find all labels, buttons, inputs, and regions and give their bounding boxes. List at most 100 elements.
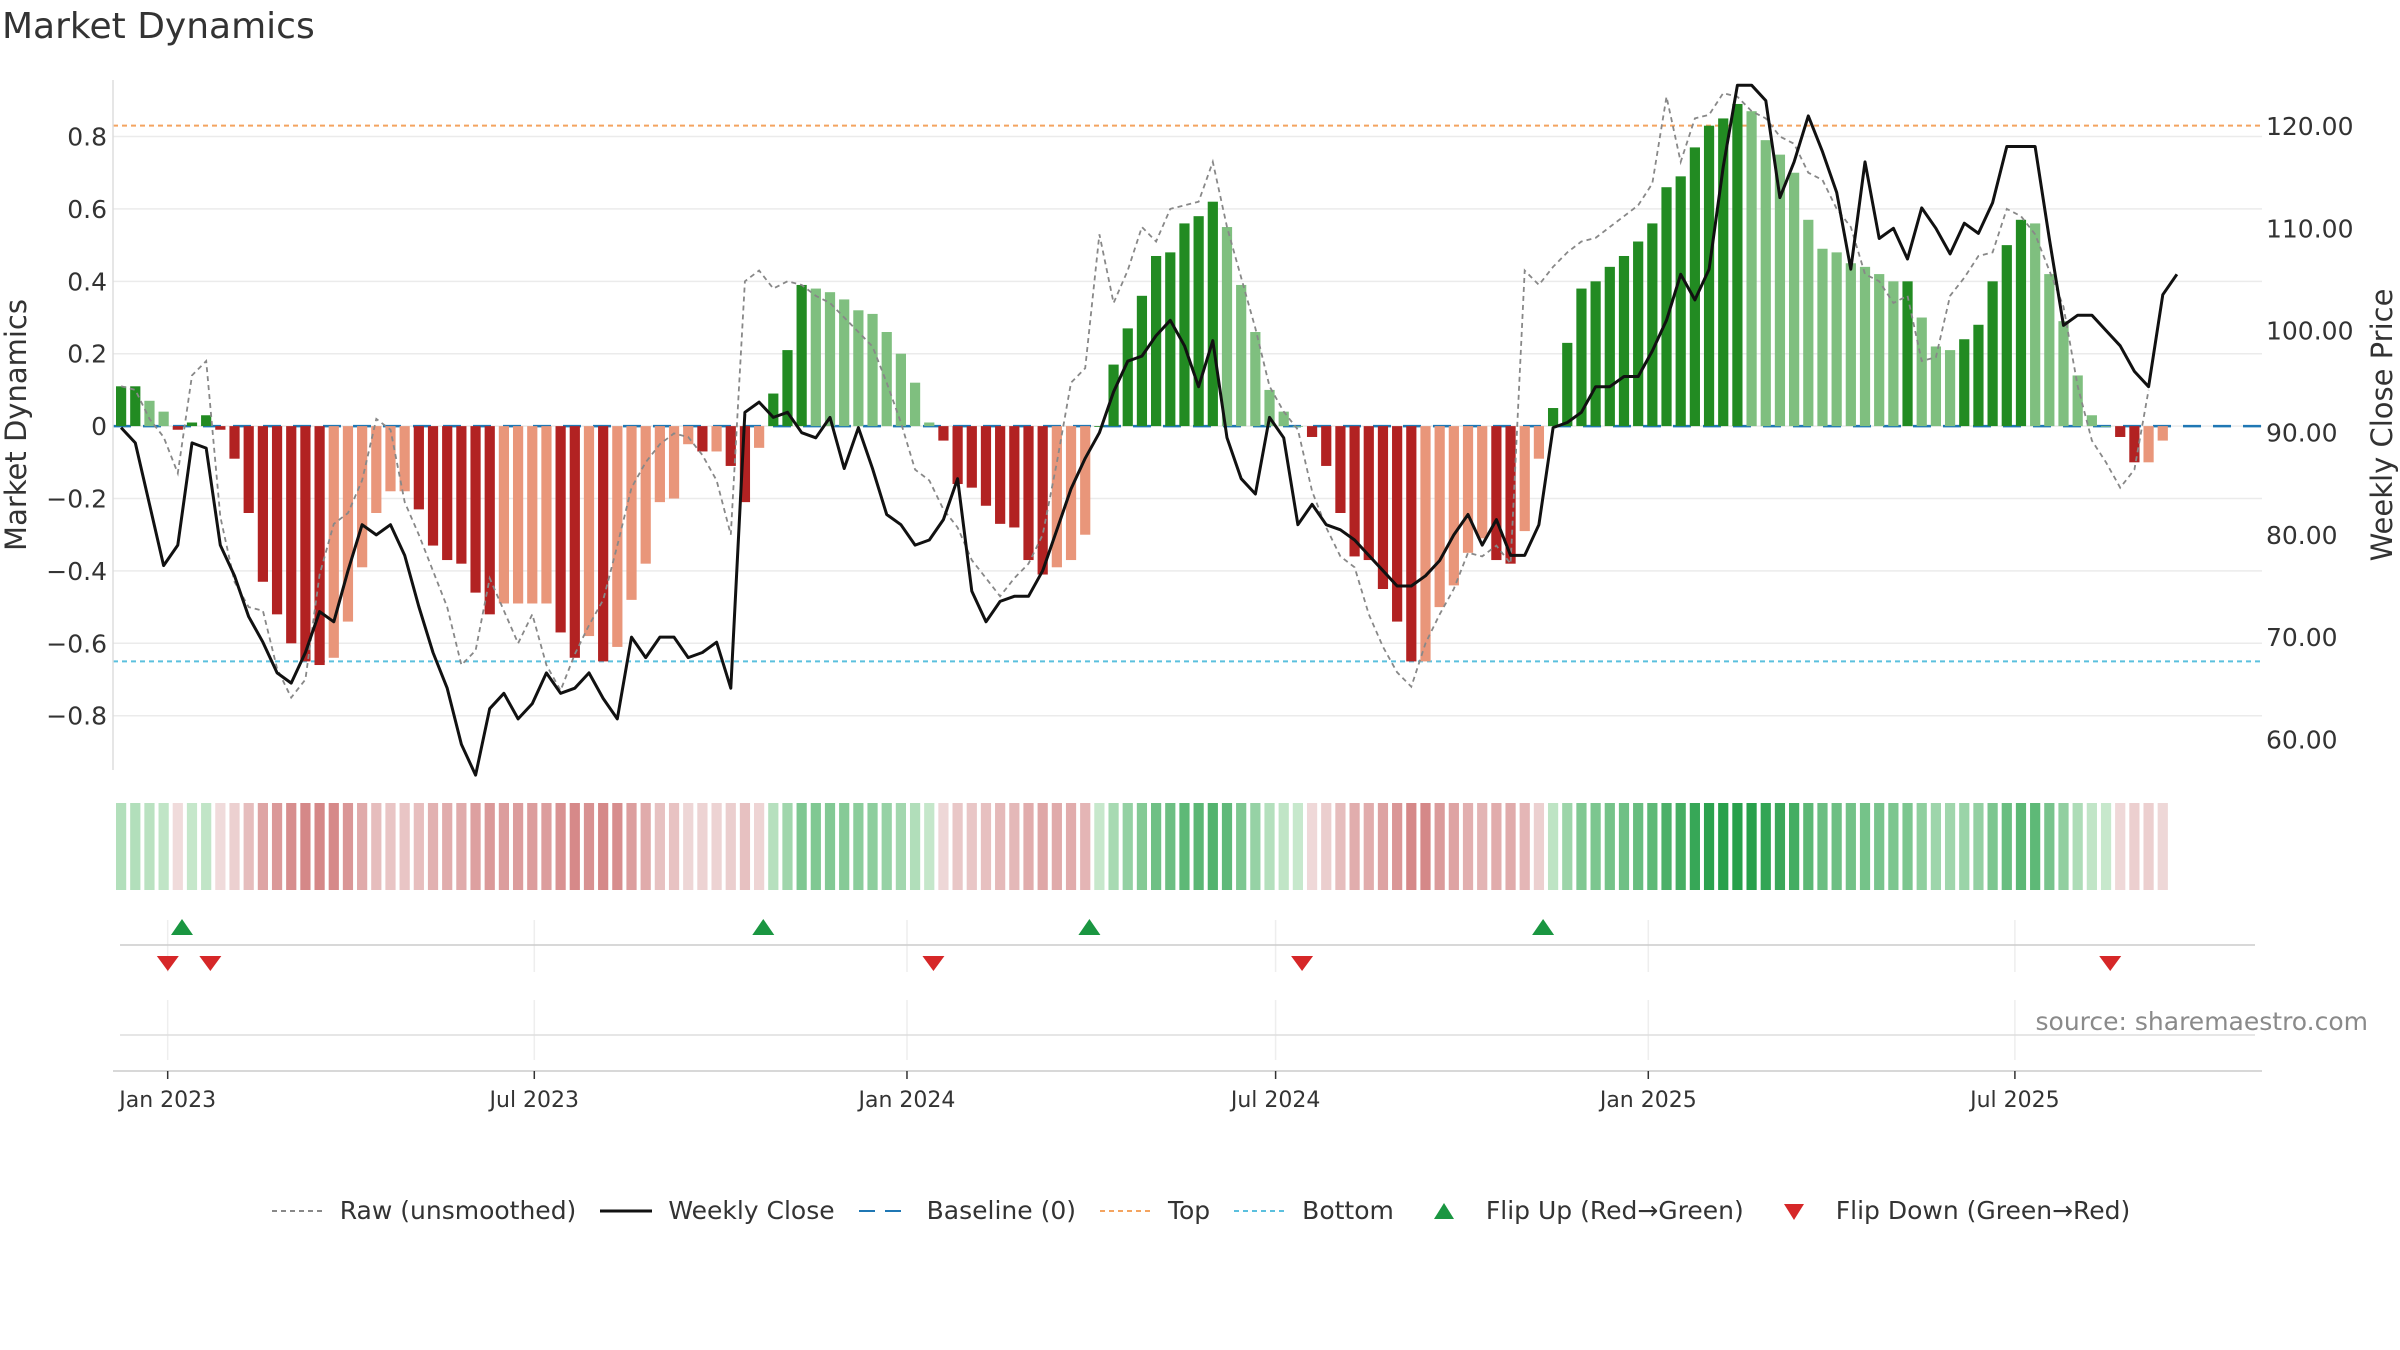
heat-cell: [1335, 803, 1346, 890]
heat-cell: [1108, 803, 1119, 890]
heat-cell: [1023, 803, 1034, 890]
legend-item: Baseline (0): [857, 1196, 1076, 1225]
heat-cell: [1377, 803, 1389, 890]
heat-cell: [1547, 803, 1559, 890]
heat-cell: [711, 803, 722, 890]
dynamics-bar: [1264, 389, 1275, 427]
dynamics-bar: [1859, 266, 1871, 427]
dynamics-bar: [1831, 252, 1842, 427]
legend-label: Top: [1167, 1196, 1211, 1225]
heat-cell: [427, 803, 439, 890]
heat-cell: [172, 803, 183, 890]
dynamics-bar: [456, 426, 467, 564]
y-tick-label: −0.2: [46, 485, 107, 514]
y-tick-label: −0.8: [46, 702, 107, 731]
heat-cell: [1236, 803, 1247, 890]
heat-cell: [796, 803, 807, 890]
heat-cell: [1462, 803, 1474, 890]
dynamics-bar: [2030, 223, 2041, 427]
y-tick-label: −0.6: [46, 629, 107, 658]
dynamics-bar: [470, 426, 481, 593]
dynamics-bar: [1675, 176, 1686, 427]
y2-tick-label: 60.00: [2266, 725, 2338, 754]
y2-tick-label: 120.00: [2266, 112, 2353, 141]
heat-cell: [399, 803, 410, 890]
dynamics-bar: [1477, 426, 1488, 539]
heat-cell: [1165, 803, 1176, 890]
heat-cell: [555, 803, 566, 890]
dynamics-bar: [1292, 426, 1303, 427]
y-axis-label-left: Market Dynamics: [0, 299, 33, 551]
dynamics-bar: [966, 426, 977, 488]
dynamics-bar: [1845, 263, 1856, 427]
dynamics-bar: [1335, 426, 1346, 513]
legend-swatch: [858, 1209, 911, 1212]
regime-heat-strip: [115, 803, 2168, 890]
dynamics-bar: [1165, 252, 1176, 427]
heat-cell: [130, 803, 141, 890]
heat-cell: [2072, 803, 2083, 890]
heat-cell: [1618, 803, 1630, 890]
heat-cell: [1859, 803, 1871, 890]
legend-item: Weekly Close: [598, 1196, 835, 1225]
heat-cell: [1689, 803, 1700, 890]
legend-swatch: [1099, 1209, 1152, 1212]
heat-cell: [853, 803, 864, 890]
heat-cell: [1647, 803, 1658, 890]
dynamics-bar: [371, 426, 382, 513]
heat-cell: [909, 803, 921, 890]
heat-cell: [271, 803, 283, 890]
heat-cell: [1207, 803, 1218, 890]
dynamics-bar: [1434, 426, 1445, 608]
heat-cell: [1122, 803, 1133, 890]
legend-item: Flip Down (Green→Red): [1766, 1196, 2130, 1225]
heat-cell: [1179, 803, 1190, 890]
flip-markers-panel: [120, 919, 2255, 972]
dynamics-bar: [2072, 375, 2083, 427]
heat-cell: [1987, 803, 1998, 890]
dynamics-bar: [612, 426, 623, 647]
dynamics-bar: [881, 332, 892, 427]
heat-cell: [498, 803, 510, 890]
heat-cell: [1193, 803, 1204, 890]
heat-cell: [1009, 803, 1020, 890]
dynamics-bar: [427, 426, 439, 546]
dynamics-bar: [697, 426, 708, 452]
heat-cell: [243, 803, 254, 890]
legend-swatch: [1234, 1209, 1287, 1212]
heat-cell: [1420, 803, 1431, 890]
dynamics-bar: [668, 426, 680, 499]
dynamics-bar: [1930, 346, 1942, 427]
dynamics-bar: [1633, 241, 1644, 427]
heat-cell: [867, 803, 878, 890]
dynamics-bar: [1377, 426, 1389, 590]
dynamics-bar: [1207, 201, 1218, 427]
heat-cell: [1250, 803, 1261, 890]
dynamics-bar: [1944, 350, 1956, 427]
dynamics-bar: [115, 386, 127, 427]
heat-cell: [1930, 803, 1942, 890]
dynamics-bar: [796, 284, 807, 427]
dynamics-bar: [1604, 266, 1615, 427]
heat-cell: [1321, 803, 1332, 890]
dynamics-bar: [995, 426, 1006, 524]
weekly-close-line: [120, 83, 2179, 777]
dynamics-bar: [1789, 172, 1800, 427]
dynamics-bar: [1562, 342, 1573, 427]
heat-cell: [342, 803, 354, 890]
dynamics-bar: [583, 426, 595, 637]
heat-cell: [1803, 803, 1814, 890]
legend-item: Top: [1098, 1196, 1210, 1225]
heat-cell: [1760, 803, 1771, 890]
heat-cell: [1746, 803, 1757, 890]
heat-cell: [1831, 803, 1842, 890]
heat-cell: [2086, 803, 2097, 890]
heat-cell: [2129, 803, 2140, 890]
dynamics-bar: [1236, 284, 1247, 427]
dynamics-bar: [314, 426, 325, 666]
heat-cell: [527, 803, 538, 890]
lines-layer: [120, 83, 2179, 777]
y2-tick-label: 70.00: [2266, 623, 2338, 652]
heat-cell: [839, 803, 850, 890]
legend-flip-up-icon: [1433, 1202, 1454, 1219]
